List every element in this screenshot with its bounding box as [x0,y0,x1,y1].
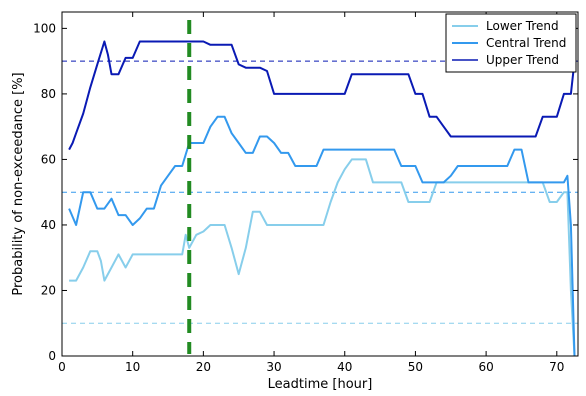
y-tick-label: 0 [48,349,56,363]
y-axis-label: Probability of non-exceedance [%] [11,72,26,295]
reference-lines [62,60,578,324]
series-line-lower-trend [69,158,576,357]
y-tick-label: 40 [41,218,56,232]
y-tick-label: 100 [33,21,56,35]
y-axis-ticks: 0 20 40 60 80 100 [33,21,578,363]
x-tick-label: 10 [125,360,140,374]
x-tick-label: 30 [266,360,281,374]
series-line-central-trend [68,115,576,357]
x-axis-ticks: 0 10 20 30 40 50 60 70 [58,12,564,374]
series-lines [68,40,576,357]
x-axis-label: Leadtime [hour] [268,377,373,392]
x-tick-label: 70 [549,360,564,374]
legend-label: Lower Trend [486,19,559,33]
x-tick-label: 0 [58,360,66,374]
y-tick-label: 20 [41,283,56,297]
y-tick-label: 80 [41,87,56,101]
plot-frame [61,11,579,357]
y-tick-label: 60 [41,152,56,166]
series-line-upper-trend [68,40,576,151]
legend-label: Upper Trend [486,53,559,67]
x-tick-label: 20 [196,360,211,374]
x-tick-label: 40 [337,360,352,374]
legend-label: Central Trend [486,36,566,50]
chart-legend: Lower Trend Central Trend Upper Trend [445,13,577,73]
x-tick-label: 50 [408,360,423,374]
x-tick-label: 60 [478,360,493,374]
